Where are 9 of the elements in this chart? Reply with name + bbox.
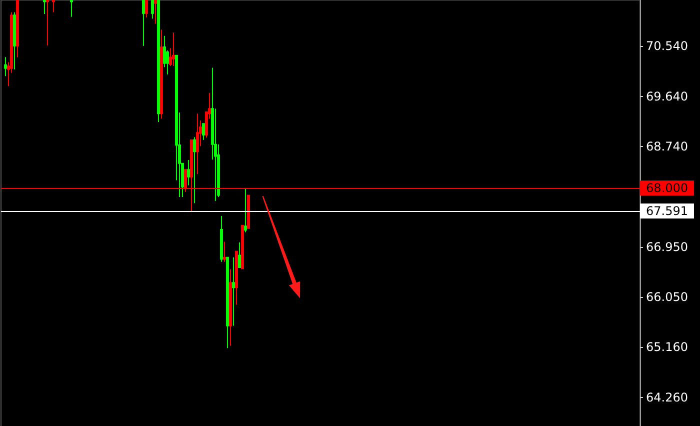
y-tick-label: 70.540	[646, 38, 688, 53]
y-tick-label: 68.740	[646, 140, 688, 154]
y-tick-label: 64.260	[646, 390, 688, 404]
y-tick-label: 66.950	[646, 240, 688, 254]
y-tick-label: 69.640	[646, 89, 688, 104]
ref-line-label: 68.000	[646, 181, 688, 196]
ref-line-label: 67.591	[646, 204, 688, 218]
y-tick-label: 65.160	[646, 340, 688, 354]
y-tick-label: 66.050	[646, 290, 688, 304]
